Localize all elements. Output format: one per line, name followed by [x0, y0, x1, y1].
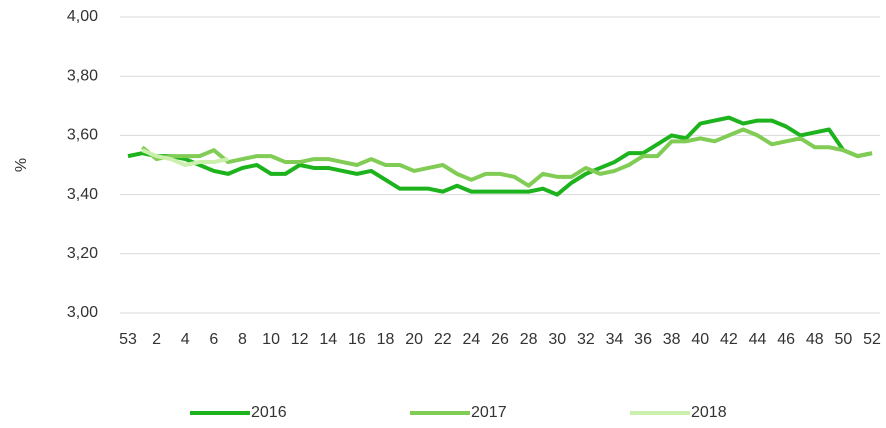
y-tick-label: 3,60 — [67, 127, 98, 144]
x-tick-label: 50 — [834, 331, 852, 348]
x-tick-label: 48 — [806, 331, 824, 348]
x-tick-label: 36 — [634, 331, 652, 348]
y-tick-label: 3,20 — [67, 245, 98, 262]
x-tick-label: 28 — [520, 331, 538, 348]
x-tick-label: 34 — [606, 331, 624, 348]
x-tick-label: 30 — [548, 331, 566, 348]
x-tick-label: 10 — [262, 331, 280, 348]
x-tick-label: 18 — [377, 331, 395, 348]
x-tick-label: 42 — [720, 331, 738, 348]
x-tick-label: 53 — [119, 331, 137, 348]
x-tick-label: 32 — [577, 331, 595, 348]
legend-label: 2018 — [691, 404, 727, 421]
legend-label: 2016 — [251, 404, 287, 421]
line-series — [141, 127, 873, 188]
x-tick-label: 4 — [181, 331, 190, 348]
x-tick-label: 26 — [491, 331, 509, 348]
x-tick-label: 20 — [405, 331, 423, 348]
x-tick-label: 6 — [209, 331, 218, 348]
x-tick-label: 2 — [152, 331, 161, 348]
x-tick-label: 40 — [691, 331, 709, 348]
y-tick-label: 3,00 — [67, 304, 98, 321]
legend-label: 2017 — [471, 404, 507, 421]
x-tick-label: 44 — [749, 331, 767, 348]
line-series — [127, 115, 873, 197]
x-tick-label: 16 — [348, 331, 366, 348]
x-tick-label: 38 — [663, 331, 681, 348]
x-tick-label: 14 — [319, 331, 337, 348]
y-axis-label: % — [13, 158, 30, 172]
y-tick-label: 3,80 — [67, 67, 98, 84]
x-tick-label: 8 — [238, 331, 247, 348]
x-tick-label: 22 — [434, 331, 452, 348]
x-tick-label: 46 — [777, 331, 795, 348]
x-tick-label: 52 — [863, 331, 881, 348]
line-series — [141, 148, 229, 167]
y-tick-label: 4,00 — [67, 8, 98, 25]
x-tick-label: 24 — [462, 331, 480, 348]
y-tick-label: 3,40 — [67, 186, 98, 203]
x-tick-label: 12 — [291, 331, 309, 348]
